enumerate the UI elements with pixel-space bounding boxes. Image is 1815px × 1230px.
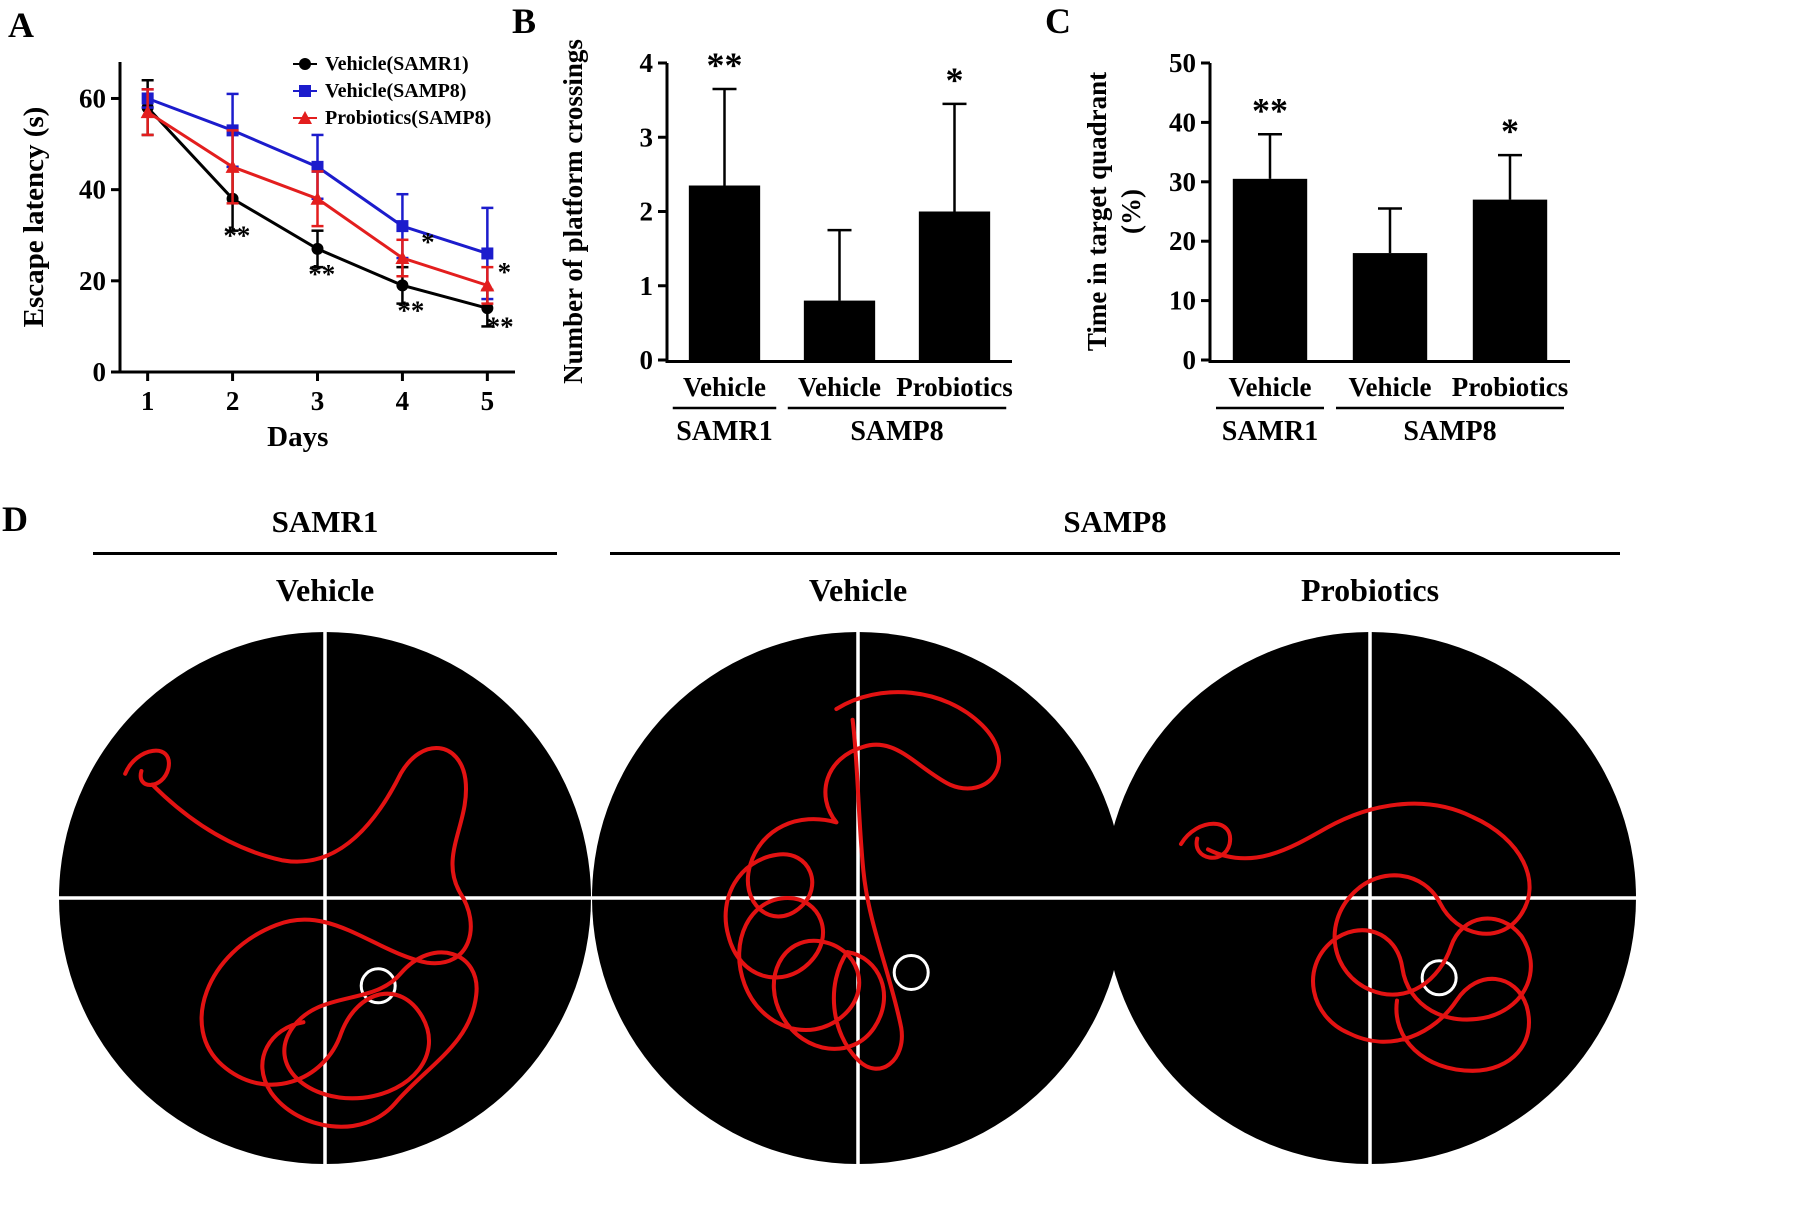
svg-text:Probiotics(SAMP8): Probiotics(SAMP8) [325, 107, 491, 129]
svg-text:10: 10 [1169, 286, 1196, 316]
svg-text:20: 20 [79, 266, 106, 296]
svg-text:20: 20 [1169, 226, 1196, 256]
platform-crossings-bar-chart: 0 1 2 3 4 ** Vehicle Vehicle * Probiotics SAMR1 SAM… [558, 39, 1013, 447]
svg-text:0: 0 [1183, 345, 1197, 375]
svg-text:Number of platform crossings: Number of platform crossings [558, 39, 588, 384]
svg-text:4: 4 [396, 386, 410, 416]
group-header-samr1: SAMR1 [271, 504, 379, 539]
svg-text:2: 2 [640, 197, 654, 227]
svg-text:40: 40 [79, 175, 106, 205]
svg-text:SAMR1: SAMR1 [1222, 416, 1318, 447]
svg-text:3: 3 [640, 122, 654, 152]
pool-label-samp8-vehicle: Vehicle [808, 572, 908, 608]
svg-text:**: ** [707, 45, 743, 85]
svg-text:*: * [498, 257, 512, 287]
panel-label-c: C [1045, 1, 1071, 41]
svg-text:*: * [946, 60, 964, 100]
svg-text:5: 5 [481, 386, 495, 416]
svg-text:(%): (%) [1116, 189, 1146, 234]
swim-path-pool-samp8-vehicle [592, 632, 1124, 1164]
svg-text:Vehicle: Vehicle [1349, 372, 1432, 402]
svg-text:**: ** [1252, 90, 1288, 130]
svg-text:Probiotics: Probiotics [1452, 372, 1569, 402]
svg-text:SAMP8: SAMP8 [1403, 416, 1496, 447]
svg-text:60: 60 [79, 83, 106, 113]
svg-text:50: 50 [1169, 48, 1196, 78]
svg-text:Vehicle(SAMR1): Vehicle(SAMR1) [325, 53, 469, 75]
group-underline-samp8 [610, 552, 1620, 555]
panel-label-d: D [2, 499, 28, 539]
svg-text:Probiotics: Probiotics [896, 372, 1013, 402]
svg-text:**: ** [397, 296, 424, 326]
svg-text:30: 30 [1169, 167, 1196, 197]
svg-text:4: 4 [640, 48, 654, 78]
svg-text:3: 3 [311, 386, 325, 416]
group-header-samp8: SAMP8 [1063, 504, 1167, 539]
swim-path-pool-samp8-probiotics [1104, 632, 1636, 1164]
pool-label-samr1-vehicle: Vehicle [275, 572, 375, 608]
svg-text:**: ** [308, 259, 335, 289]
svg-text:0: 0 [640, 345, 654, 375]
svg-text:Days: Days [267, 421, 328, 453]
svg-text:SAMR1: SAMR1 [676, 416, 772, 447]
swim-path-pool-samr1-vehicle [59, 632, 591, 1164]
svg-text:Escape latency (s): Escape latency (s) [18, 107, 50, 328]
pool-label-samp8-probiotics: Probiotics [1300, 572, 1440, 608]
panel-label-b: B [512, 1, 537, 41]
svg-text:1: 1 [640, 271, 654, 301]
group-underline-samr1 [93, 552, 557, 555]
svg-text:Time in target quadrant: Time in target quadrant [1082, 72, 1112, 351]
svg-text:Vehicle: Vehicle [683, 372, 766, 402]
svg-text:Vehicle: Vehicle [1229, 372, 1312, 402]
svg-text:**: ** [223, 220, 250, 250]
svg-text:1: 1 [141, 386, 155, 416]
svg-text:2: 2 [226, 386, 240, 416]
svg-text:**: ** [487, 312, 514, 342]
svg-text:40: 40 [1169, 107, 1196, 137]
svg-text:0: 0 [93, 357, 107, 387]
svg-text:Vehicle: Vehicle [798, 372, 881, 402]
target-quadrant-bar-chart: 0 10 20 30 40 50 ** Vehicle Vehicle * Probiotics SA… [1082, 48, 1570, 447]
svg-text:Vehicle(SAMP8): Vehicle(SAMP8) [325, 80, 466, 102]
svg-text:*: * [1501, 111, 1519, 151]
svg-text:*: * [421, 227, 435, 257]
panel-label-a: A [8, 5, 34, 45]
svg-text:SAMP8: SAMP8 [850, 416, 943, 447]
